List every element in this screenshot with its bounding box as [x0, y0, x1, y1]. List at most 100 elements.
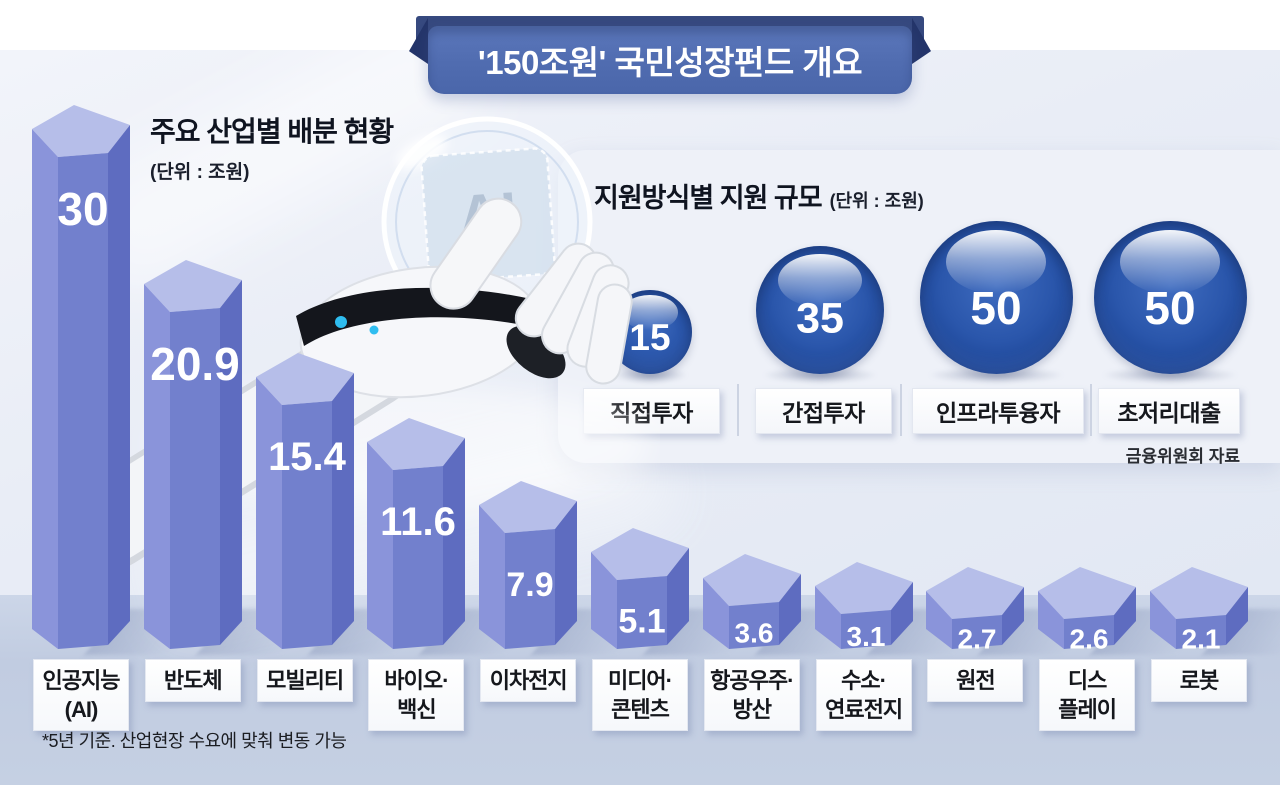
bar-3d-column: 20.9: [143, 260, 242, 649]
bar-label-cell: 원전: [926, 659, 1024, 702]
bar-left-face: [143, 284, 170, 649]
bar-chart: 30 20.9 15.4 11.6 7.9 5.1 3.6 3.1 2.7 2.6 2.1: [32, 0, 1280, 655]
bar-top-face: [1038, 567, 1137, 619]
bar-top-face: [590, 528, 689, 580]
bar-label-cell: 미디어· 콘텐츠: [591, 659, 689, 731]
footnote: *5년 기준. 산업현장 수요에 맞춰 변동 가능: [42, 731, 347, 751]
bar-column: 7.9: [479, 481, 674, 655]
robot-thumb: [429, 197, 523, 310]
led-light: [335, 316, 347, 328]
bar-left-face: [814, 586, 841, 649]
bar-left-face: [1149, 591, 1176, 649]
bar-right-face: [219, 280, 242, 645]
bar-3d-column: 5.1: [590, 528, 689, 649]
bar-3d-column: 30: [32, 105, 130, 649]
bar-front-face: [505, 529, 556, 649]
bar-right-face: [778, 574, 801, 645]
sphere-highlight: [396, 134, 448, 170]
bar-right-face: [666, 548, 689, 645]
bar-column: 3.1: [814, 562, 1010, 655]
bar-front-face: [728, 602, 779, 649]
bar-value: 7.9: [507, 566, 554, 604]
bar-chart-header: 주요 산업별 배분 현황 (단위 : 조원): [150, 110, 394, 184]
bar-chart-labels: 인공지능 (AI) 반도체 모빌리티 바이오· 백신 이차전지 미디어· 콘텐츠 항공우주· 방산 수…: [32, 659, 1248, 731]
bar-top-face: [143, 260, 242, 312]
bar-front-face: [952, 615, 1003, 649]
bar-3d-column: 3.1: [814, 562, 913, 652]
source-credit: 금융위원회 자료: [1125, 447, 1240, 466]
title-ribbon: '150조원' 국민성장펀드 개요: [402, 12, 938, 104]
ribbon-main: '150조원' 국민성장펀드 개요: [428, 26, 912, 94]
label-divider: [737, 384, 739, 436]
bar-value: 3.1: [846, 621, 885, 652]
bar-3d-column: 7.9: [479, 481, 578, 649]
bar-column: 3.6: [702, 554, 898, 655]
bubble-shadow: [612, 367, 688, 383]
bubble-value: 50: [1144, 282, 1196, 335]
bar-left-face: [479, 505, 506, 649]
bar-3d-column: 15.4: [255, 353, 354, 649]
bar-top-face: [367, 418, 466, 470]
led-light: [369, 325, 379, 335]
bar-front-face: [1175, 615, 1226, 649]
bar-label-cell: 반도체: [144, 659, 242, 702]
bar-value: 20.9: [150, 338, 240, 390]
bar-3d-column: 2.6: [1038, 567, 1137, 654]
bar-column: 15.4: [255, 353, 451, 655]
bar-top-face: [814, 562, 913, 614]
bubble-chart-title: 지원방식별 지원 규모: [594, 183, 823, 213]
bar-label: 항공우주· 방산: [703, 659, 800, 731]
bar-top-face: [702, 554, 801, 606]
bar-column: 11.6: [367, 418, 562, 655]
bar-top-face: [479, 481, 578, 533]
bubble-chart-panel: 지원방식별 지원 규모 (단위 : 조원) 15 35 50 50 직접투자 간접투자 인프…: [558, 150, 1280, 466]
label-divider: [1090, 384, 1092, 436]
bar-front-face: [840, 610, 891, 649]
bar-3d-column: 2.7: [926, 567, 1025, 654]
bar-right-face: [108, 125, 130, 645]
bar-front-face: [58, 153, 108, 649]
bar-value: 15.4: [268, 435, 347, 479]
bubble-chart-header: 지원방식별 지원 규모 (단위 : 조원): [594, 176, 924, 215]
palm-visor: [296, 287, 596, 346]
bar-label: 수소· 연료전지: [815, 659, 912, 731]
bubble-chart-unit: (단위 : 조원): [829, 191, 924, 211]
bar-right-face: [555, 501, 578, 645]
bar-label: 모빌리티: [256, 659, 353, 702]
bar-label-cell: 수소· 연료전지: [815, 659, 913, 731]
bar-front-face: [169, 308, 220, 649]
bar-label-cell: 인공지능 (AI): [32, 659, 130, 731]
bar-column: 2.7: [926, 567, 1121, 655]
bar-label: 반도체: [144, 659, 241, 702]
bar-left-face: [702, 578, 729, 649]
bar-label: 바이오· 백신: [368, 659, 465, 731]
bar-column: 5.1: [590, 528, 786, 655]
bar-right-face: [1002, 587, 1025, 645]
bubble: 50: [919, 221, 1073, 374]
bar-front-face: [616, 576, 667, 649]
bar-front-face: [393, 466, 444, 649]
bar-label: 로봇: [1150, 659, 1247, 702]
bar-3d-column: 3.6: [702, 554, 801, 649]
bar-column: 2.6: [1038, 567, 1233, 655]
bar-left-face: [255, 377, 282, 649]
bar-label: 이차전지: [480, 659, 577, 702]
bar-value: 2.1: [1182, 623, 1221, 654]
bar-left-face: [1038, 591, 1065, 649]
bar-value: 3.6: [734, 617, 773, 648]
bar-right-face: [1114, 587, 1137, 645]
bar-top-face: [255, 353, 354, 405]
bar-label-cell: 디스 플레이: [1038, 659, 1136, 731]
bar-label: 원전: [927, 659, 1024, 702]
bar-front-face: [281, 401, 332, 649]
bubble-value: 35: [796, 294, 844, 343]
label-divider: [900, 384, 902, 436]
bar-left-face: [367, 442, 394, 649]
bar-value: 11.6: [381, 500, 457, 544]
bar-top-face: [926, 567, 1025, 619]
bar-left-face: [32, 129, 58, 649]
bar-3d-column: 11.6: [367, 418, 466, 649]
bar-right-face: [443, 438, 466, 645]
bar-label: 인공지능 (AI): [33, 659, 129, 731]
